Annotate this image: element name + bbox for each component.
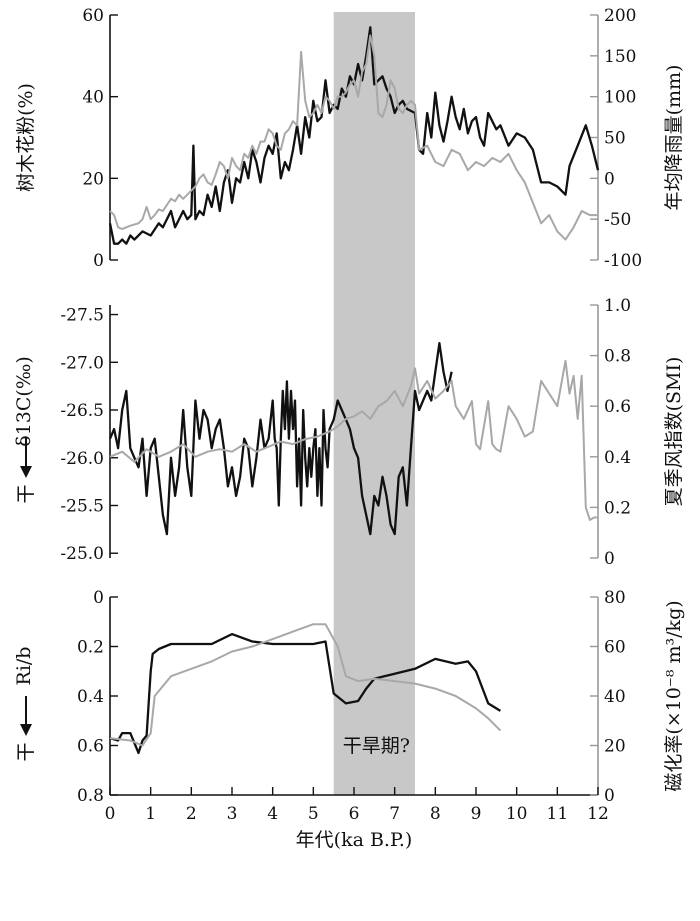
- dry-label: 干: [15, 742, 37, 761]
- panel-pollen-rain: 0 20 40 60 -100 -50 0 50 100 150 200 树木花粉(%) 年均降雨量(m…: [15, 6, 685, 271]
- panel-carbon-smi: -27.5 -27.0 -26.5 -26.0 -25.5 -25.0 0 0.2 0.4 0.6…: [13, 296, 685, 569]
- x-tick-label: 2: [186, 804, 197, 824]
- x-tick-label: 8: [430, 804, 441, 824]
- right-tick-label: 0.2: [604, 498, 631, 518]
- left-axis-label: 树木花粉(%): [15, 83, 37, 192]
- left-tick-label: -25.0: [60, 544, 104, 564]
- right-axis-label: 夏季风指数(SMI): [663, 357, 685, 507]
- panel-rib-susceptibility: 0 0.2 0.4 0.6 0.8 0 20 40 60 80 Ri/b 干 磁化率(×10⁻⁸ m³/…: [13, 588, 685, 806]
- left-tick-label: 0: [93, 251, 104, 271]
- x-tick-label: 11: [547, 804, 569, 824]
- dry-label: 干: [15, 484, 37, 503]
- left-tick-label: -27.5: [60, 306, 104, 326]
- series-line-right: [109, 623, 502, 747]
- x-axis: 0 1 2 3 4 5 6 7 8 9 10 11 12: [105, 787, 609, 824]
- series-line-left: [109, 632, 502, 755]
- left-tick-label: -26.5: [60, 401, 104, 421]
- left-tick-label: 0: [93, 588, 104, 608]
- right-tick-label: 80: [604, 588, 626, 608]
- x-tick-label: 0: [105, 804, 116, 824]
- right-tick-label: -50: [604, 210, 631, 230]
- right-tick-label: 0.8: [604, 347, 631, 367]
- right-tick-label: 100: [604, 88, 636, 108]
- right-tick-label: 40: [604, 687, 626, 707]
- x-tick-label: 3: [227, 804, 238, 824]
- x-tick-label: 6: [349, 804, 360, 824]
- left-tick-label: -25.5: [60, 496, 104, 516]
- right-tick-label: 0.4: [604, 448, 631, 468]
- x-tick-label: 4: [267, 804, 278, 824]
- left-tick-label: 0.4: [77, 687, 104, 707]
- right-tick-label: 50: [604, 129, 626, 149]
- dry-arrow-head: [20, 466, 32, 478]
- x-tick-label: 1: [145, 804, 156, 824]
- x-axis-label: 年代(ka B.P.): [296, 829, 413, 851]
- x-tick-label: 7: [389, 804, 400, 824]
- right-tick-label: 200: [604, 6, 636, 26]
- left-tick-label: 0.8: [77, 786, 104, 806]
- left-tick-label: 60: [82, 6, 104, 26]
- right-tick-label: 150: [604, 47, 636, 67]
- left-tick-label: -27.0: [60, 353, 104, 373]
- series-line-right: [109, 359, 598, 521]
- dry-arrow-head: [20, 724, 32, 736]
- series-line-left: [108, 26, 600, 245]
- x-tick-label: 9: [471, 804, 482, 824]
- series-line-left: [108, 342, 453, 536]
- left-axis-label: Ri/b: [13, 647, 35, 686]
- left-tick-label: 0.6: [77, 737, 104, 757]
- right-tick-label: -100: [604, 251, 642, 271]
- x-tick-label: 12: [587, 804, 609, 824]
- left-axis-label: δ13C(‰): [13, 356, 35, 446]
- right-tick-label: 60: [604, 638, 626, 658]
- right-tick-label: 1.0: [604, 296, 631, 316]
- series-line-right: [109, 34, 598, 241]
- right-axis-label: 磁化率(×10⁻⁸ m³/kg): [663, 600, 685, 791]
- x-tick-label: 5: [308, 804, 319, 824]
- left-tick-label: 20: [82, 169, 104, 189]
- right-tick-label: 0: [604, 786, 615, 806]
- right-tick-label: 0: [604, 169, 615, 189]
- arid-period-label: 干旱期?: [343, 735, 410, 757]
- right-tick-label: 0.6: [604, 397, 631, 417]
- x-tick-label: 10: [506, 804, 528, 824]
- right-tick-label: 0: [604, 549, 615, 569]
- left-tick-label: 0.2: [77, 638, 104, 658]
- right-axis-label: 年均降雨量(mm): [663, 65, 685, 211]
- right-tick-label: 20: [604, 737, 626, 757]
- left-tick-label: -26.0: [60, 449, 104, 469]
- left-tick-label: 40: [82, 88, 104, 108]
